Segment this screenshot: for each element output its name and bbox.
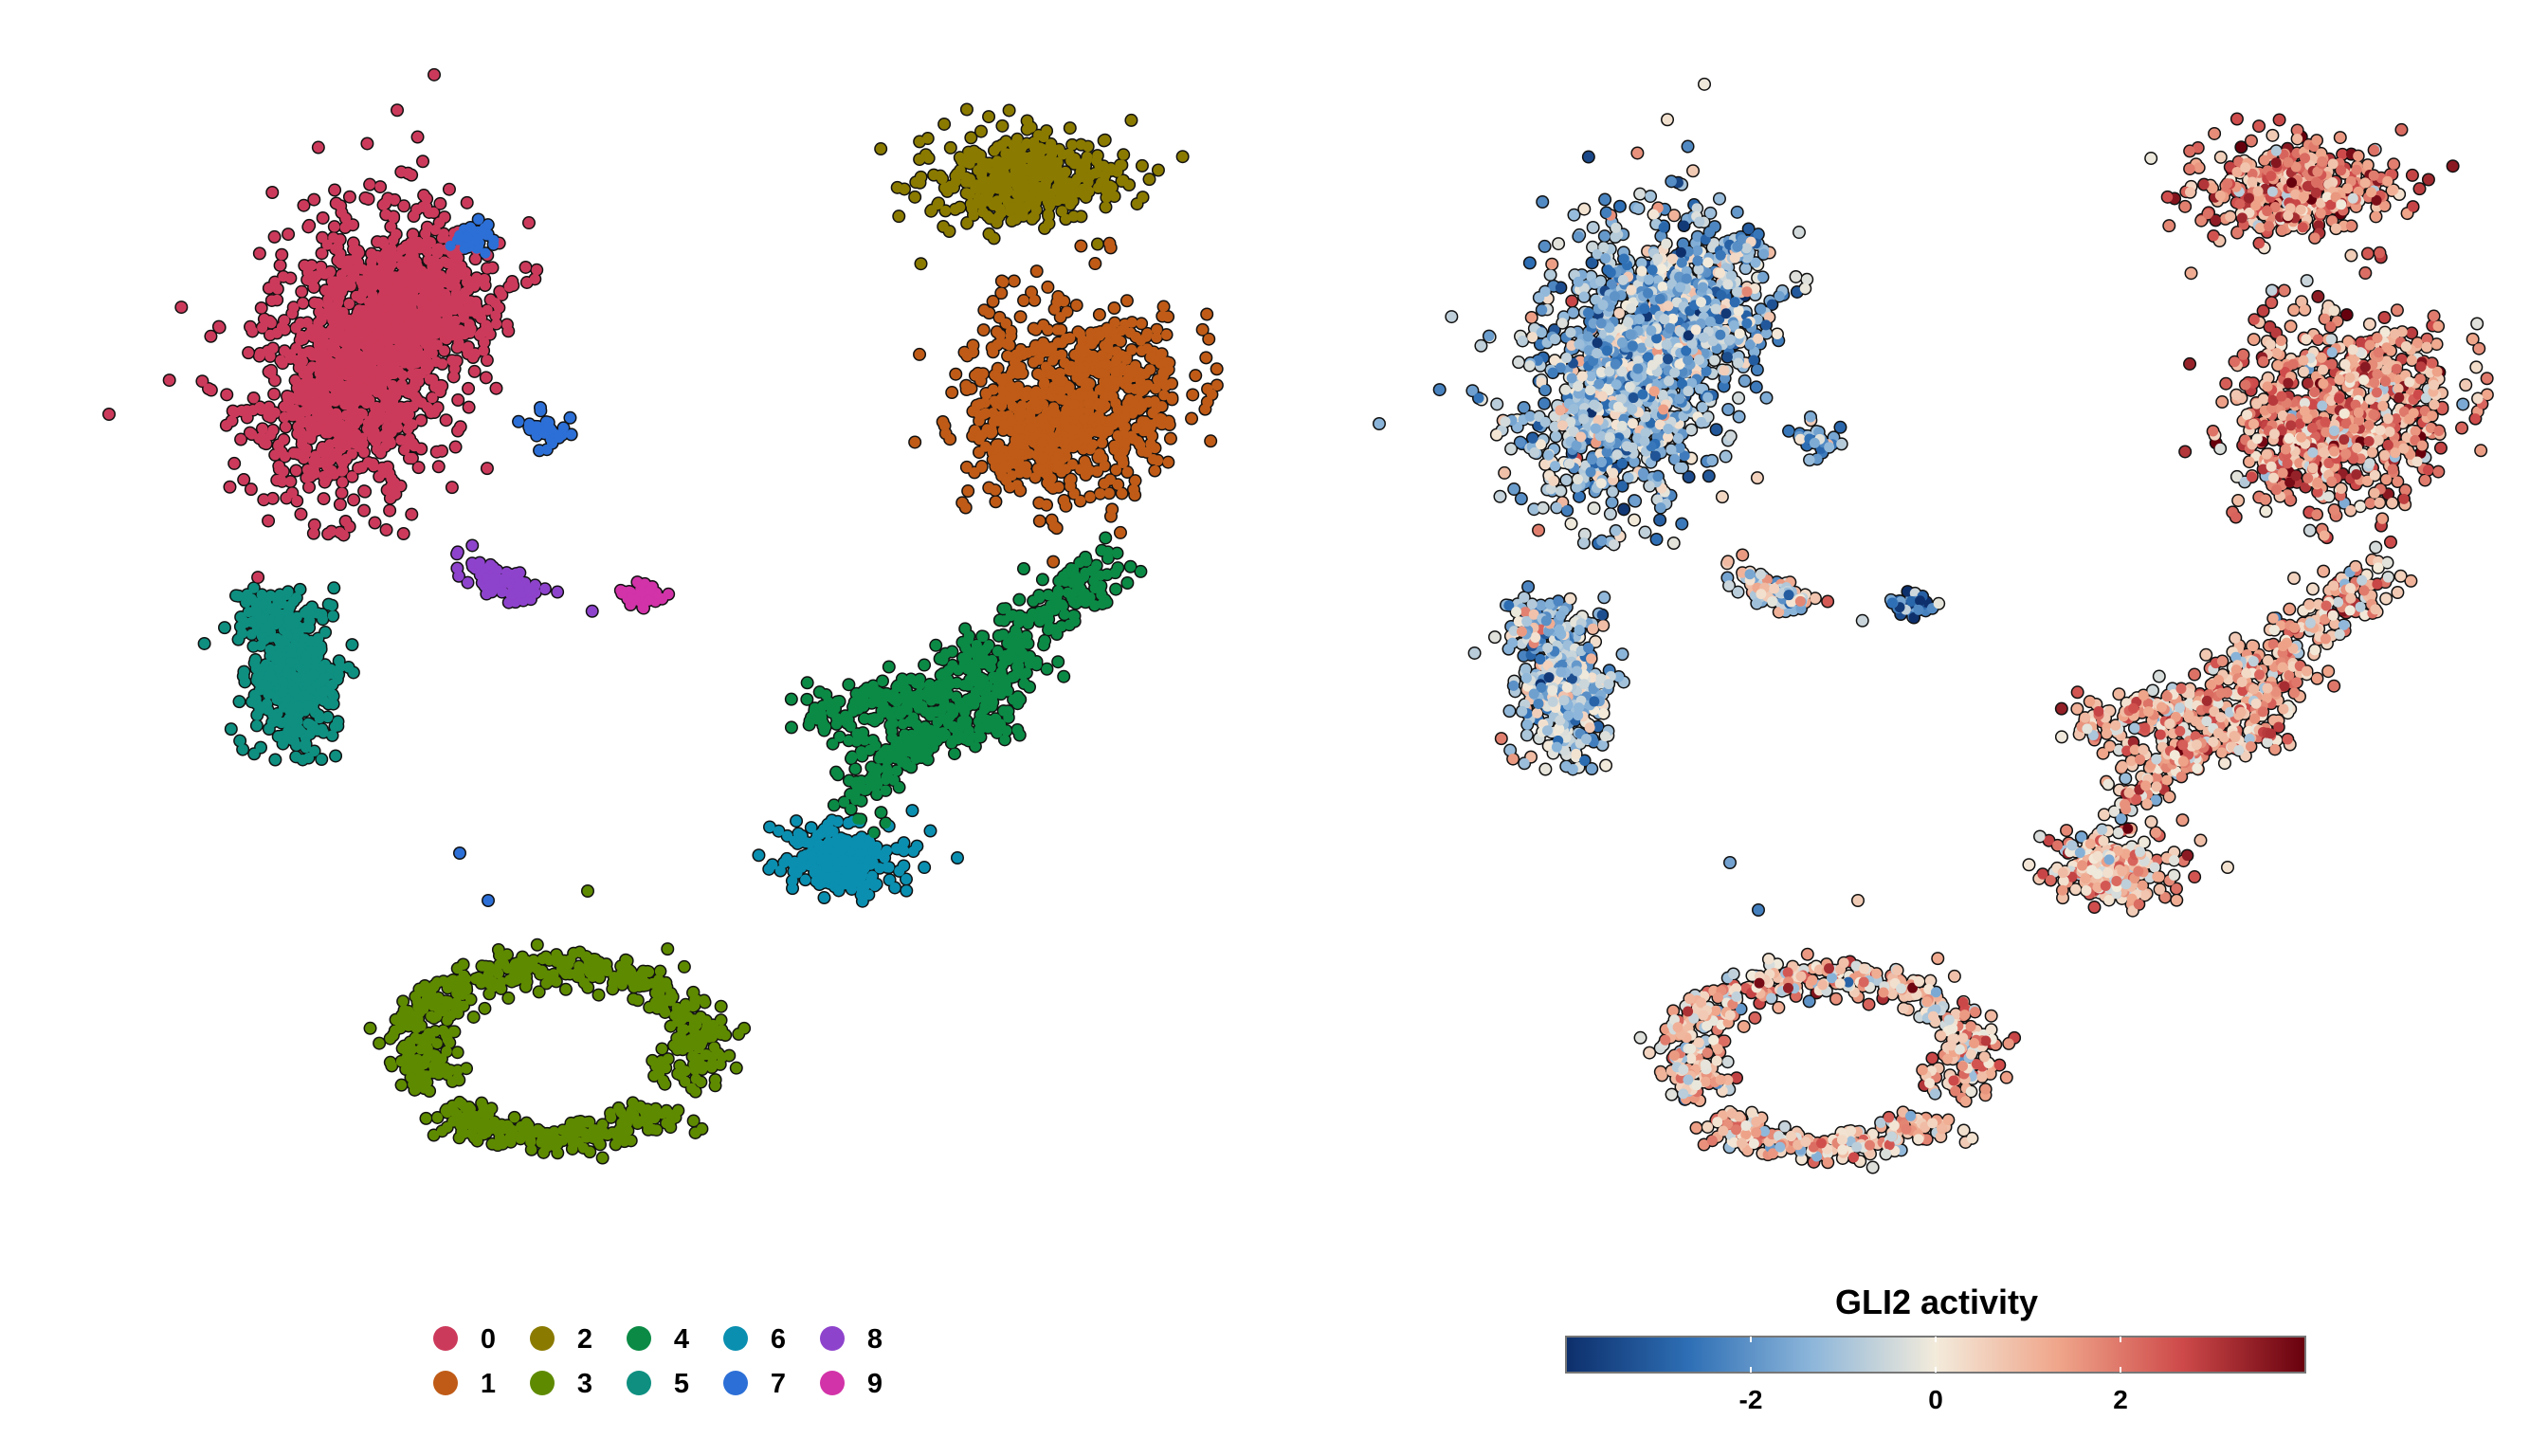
cluster-point-0 (295, 508, 306, 519)
cluster-point-0 (263, 515, 274, 526)
cluster-point-0 (164, 374, 175, 386)
cluster-point-0 (346, 471, 357, 482)
cluster-point-0 (221, 389, 232, 400)
cluster-point-0 (531, 264, 542, 276)
cluster-point-0 (275, 260, 286, 271)
cluster-umap-panel (102, 67, 1224, 1165)
cluster-point-0 (406, 509, 417, 520)
cluster-point-0 (490, 383, 501, 394)
cluster-point-0 (364, 179, 375, 191)
cluster-point-0 (469, 366, 481, 377)
cluster-point-0 (246, 483, 257, 495)
cluster-point-0 (343, 298, 355, 309)
